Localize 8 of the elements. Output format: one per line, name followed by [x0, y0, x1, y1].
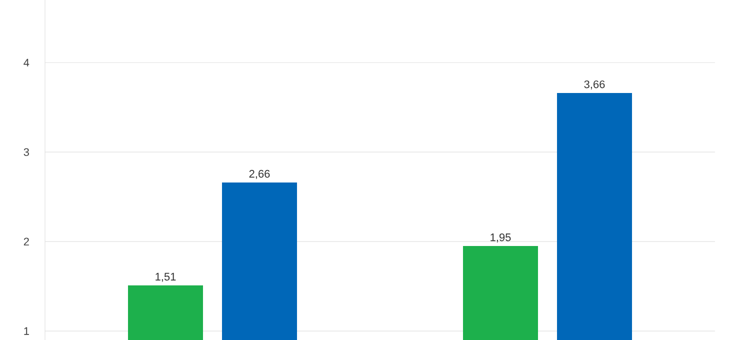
data-label: 1,95 — [490, 233, 511, 243]
y-tick-label: 2 — [24, 238, 29, 246]
data-label: 3,66 — [584, 80, 605, 90]
data-label: 2,66 — [249, 170, 270, 179]
y-tick-label: 1 — [24, 327, 29, 335]
data-label: 1,51 — [156, 272, 176, 282]
y-tick-label: 4 — [24, 58, 30, 66]
y-tick-label: 3 — [24, 148, 29, 156]
